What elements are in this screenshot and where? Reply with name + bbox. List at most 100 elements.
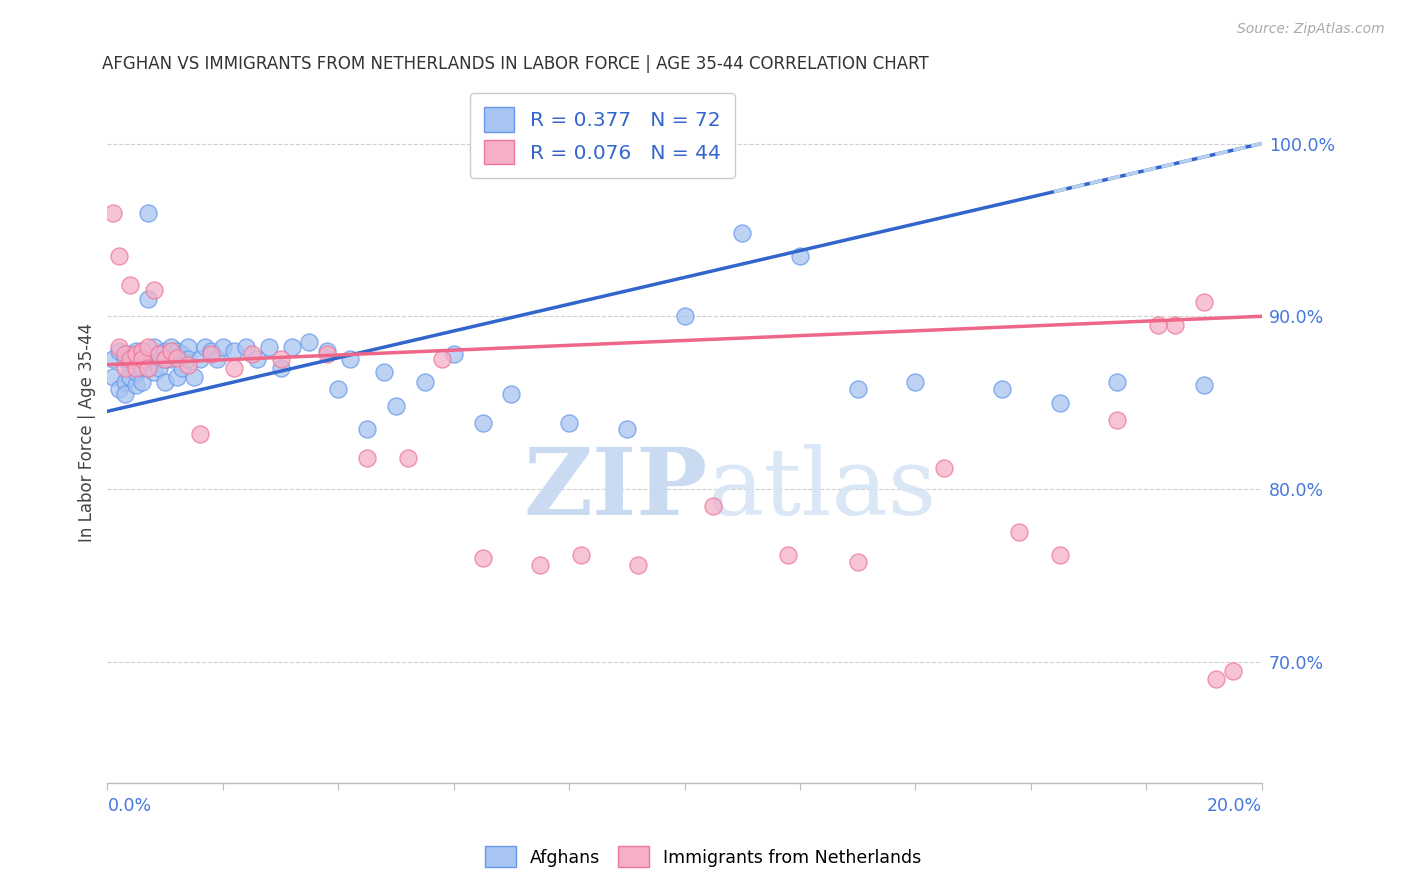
Point (1164, 318, 1187, 332)
Point (846, 555, 869, 569)
Point (673, 310, 696, 324)
Point (246, 352, 269, 367)
Point (120, 361, 142, 376)
Point (120, 352, 142, 367)
Point (166, 369, 188, 384)
Point (142, 340, 165, 354)
Point (1008, 525, 1031, 540)
Point (1205, 672, 1227, 686)
Text: AFGHAN VS IMMIGRANTS FROM NETHERLANDS IN LABOR FORCE | AGE 35-44 CORRELATION CHA: AFGHAN VS IMMIGRANTS FROM NETHERLANDS IN… (101, 55, 928, 73)
Point (166, 343, 188, 358)
Point (136, 340, 159, 354)
Point (177, 358, 200, 372)
Point (160, 343, 183, 358)
Point (846, 382, 869, 396)
Point (430, 352, 453, 367)
Point (172, 347, 194, 361)
Point (194, 340, 217, 354)
Point (114, 375, 136, 389)
Point (101, 205, 124, 219)
Point (1107, 375, 1129, 389)
Point (131, 343, 153, 358)
Point (257, 340, 280, 354)
Point (142, 365, 165, 379)
Point (177, 340, 200, 354)
Point (200, 343, 222, 358)
Point (558, 417, 581, 431)
Point (153, 343, 176, 358)
Text: ZIP: ZIP (523, 444, 707, 534)
Point (114, 347, 136, 361)
Point (702, 500, 724, 514)
Point (235, 340, 257, 354)
Point (125, 361, 148, 376)
Point (569, 548, 592, 562)
Point (136, 361, 159, 376)
Point (153, 352, 176, 367)
Point (356, 450, 378, 465)
Point (298, 335, 321, 350)
Point (131, 375, 153, 389)
Point (131, 352, 153, 367)
Point (1192, 295, 1215, 310)
Text: 20.0%: 20.0% (1206, 797, 1261, 814)
Point (136, 352, 159, 367)
Point (125, 378, 148, 392)
Point (904, 375, 927, 389)
Point (627, 558, 650, 573)
Point (224, 343, 246, 358)
Point (211, 340, 233, 354)
Point (339, 352, 361, 367)
Point (177, 352, 200, 367)
Point (125, 347, 148, 361)
Point (443, 347, 465, 361)
Point (120, 369, 142, 384)
Point (991, 382, 1014, 396)
Point (934, 461, 956, 475)
Point (153, 352, 176, 367)
Point (471, 551, 494, 566)
Point (125, 358, 148, 372)
Legend: R = 0.377   N = 72, R = 0.076   N = 44: R = 0.377 N = 72, R = 0.076 N = 44 (470, 93, 735, 178)
Text: Source: ZipAtlas.com: Source: ZipAtlas.com (1237, 22, 1385, 37)
Point (328, 382, 350, 396)
Point (1192, 378, 1215, 392)
Point (1049, 548, 1071, 562)
Point (108, 382, 131, 396)
Point (240, 347, 263, 361)
Point (148, 361, 170, 376)
Point (356, 422, 378, 436)
Point (153, 375, 176, 389)
Point (114, 352, 136, 367)
Point (160, 340, 183, 354)
Point (281, 340, 304, 354)
Point (136, 292, 159, 306)
Point (789, 249, 811, 263)
Point (270, 352, 292, 367)
Point (136, 205, 159, 219)
Point (315, 343, 337, 358)
Point (373, 365, 395, 379)
Point (148, 347, 170, 361)
Point (136, 361, 159, 376)
Point (270, 361, 292, 376)
Point (148, 347, 170, 361)
Point (172, 361, 194, 376)
Point (120, 347, 142, 361)
Point (114, 387, 136, 401)
Point (108, 343, 131, 358)
Point (131, 361, 153, 376)
Point (778, 548, 800, 562)
Point (166, 351, 188, 365)
Point (101, 369, 124, 384)
Point (1146, 318, 1168, 332)
Point (108, 340, 131, 354)
Point (1222, 664, 1244, 678)
Point (142, 284, 165, 298)
Point (385, 399, 408, 413)
Point (413, 375, 436, 389)
Point (114, 361, 136, 376)
Point (200, 347, 222, 361)
Legend: Afghans, Immigrants from Netherlands: Afghans, Immigrants from Netherlands (478, 839, 928, 874)
Point (1107, 413, 1129, 427)
